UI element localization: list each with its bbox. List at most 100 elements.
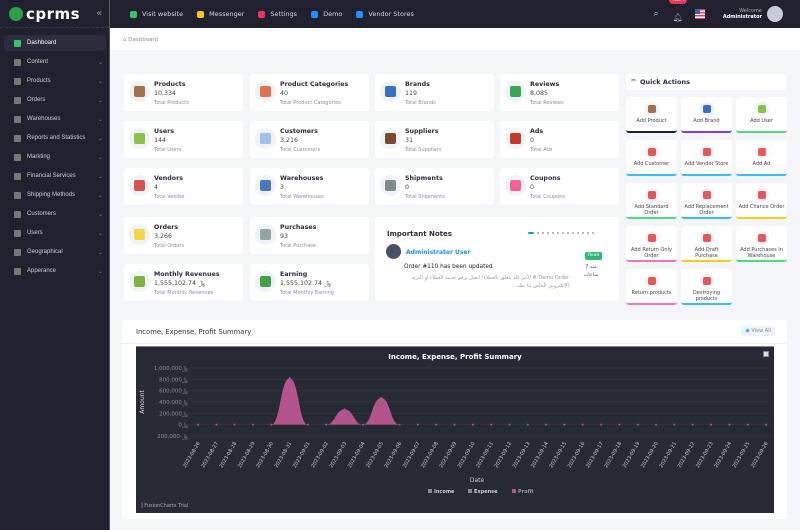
profit-point[interactable] (710, 423, 713, 426)
quick-action-add-ad[interactable]: Add Ad (736, 140, 787, 176)
quick-action-add-return-only-order[interactable]: Add Return Only Order (626, 226, 677, 262)
profit-point[interactable] (380, 397, 383, 400)
stat-card-product-categories[interactable]: Product Categories 40 Total Product Catego… (250, 74, 369, 111)
profit-point[interactable] (361, 423, 364, 426)
stat-subtitle: Total Shipments (405, 194, 445, 200)
stat-card-vendors[interactable]: Vendors 4 Total Vendor (124, 168, 243, 205)
profit-point[interactable] (416, 423, 419, 426)
profit-point[interactable] (581, 423, 584, 426)
profit-point[interactable] (655, 423, 658, 426)
profit-point[interactable] (636, 423, 639, 426)
sidebar-item-content[interactable]: Content ⌄ (4, 54, 106, 70)
note-heading[interactable]: Order #110 has been updated (404, 264, 493, 270)
profit-point[interactable] (233, 423, 236, 426)
stat-card-reviews[interactable]: Reviews 8,085 Total Reviews (500, 74, 619, 111)
sidebar-item-warehouses[interactable]: Warehouses ⌄ (4, 111, 106, 127)
notes-pager[interactable] (528, 232, 594, 234)
profit-point[interactable] (435, 423, 438, 426)
stat-card-shipments[interactable]: Shipments 0 Total Shipments (375, 168, 494, 205)
quick-action-add-brand[interactable]: Add Brand (681, 97, 732, 133)
export-menu-icon[interactable] (763, 351, 769, 357)
quick-action-add-product[interactable]: Add Product (626, 97, 677, 133)
sidebar-item-shipping-methods[interactable]: Shipping Methods ⌄ (4, 187, 106, 203)
x-tick-label: 2023-09-22 (677, 441, 697, 469)
profit-point[interactable] (508, 423, 511, 426)
logo[interactable]: cprms « (0, 0, 109, 28)
profit-point[interactable] (343, 408, 346, 411)
legend-item-profit[interactable]: Profit (518, 489, 534, 495)
profit-point[interactable] (215, 423, 218, 426)
search-icon[interactable]: ⌕ (653, 9, 659, 19)
top-link-messenger[interactable]: Messenger (197, 10, 244, 18)
profit-point[interactable] (251, 423, 254, 426)
stat-subtitle: Total Purchase (280, 243, 316, 249)
collapse-sidebar-icon[interactable]: « (96, 8, 103, 19)
view-all-button[interactable]: ◉ View All (741, 326, 775, 336)
stat-card-ads[interactable]: Ads 0 Total Ads (500, 121, 619, 158)
legend-item-expense[interactable]: Expense (474, 489, 498, 495)
profit-point[interactable] (471, 423, 474, 426)
profit-point[interactable] (691, 423, 694, 426)
profit-point[interactable] (746, 423, 749, 426)
stat-card-suppliers[interactable]: Suppliers 31 Total Suppliers (375, 121, 494, 158)
sidebar-item-geographical[interactable]: Geographical ⌄ (4, 244, 106, 260)
profit-point[interactable] (618, 423, 621, 426)
sidebar-item-reports-and-statistics[interactable]: Reports and Statistics ⌄ (4, 130, 106, 146)
stat-card-products[interactable]: Products 10,334 Total Products (124, 74, 243, 111)
profit-point[interactable] (600, 423, 603, 426)
sidebar-item-financial-services[interactable]: Financial Services ⌄ (4, 168, 106, 184)
profit-point[interactable] (288, 377, 291, 380)
sidebar-item-products[interactable]: Products ⌄ (4, 73, 106, 89)
quick-action-add-user[interactable]: Add User (736, 97, 787, 133)
quick-action-add-replacement-order[interactable]: Add Replacement Order (681, 183, 732, 219)
top-link-vendor-stores[interactable]: Vendor Stores (356, 10, 414, 18)
profit-point[interactable] (490, 423, 493, 426)
quick-action-add-chance-order[interactable]: Add Chance Order (736, 183, 787, 219)
profit-point[interactable] (453, 423, 456, 426)
bell-icon[interactable]: 🔔︎ (672, 12, 683, 22)
top-link-settings[interactable]: Settings (258, 10, 297, 18)
sidebar-item-apperance[interactable]: Apperance ⌄ (4, 263, 106, 279)
quick-action-destroying-products[interactable]: Destroying products (681, 269, 732, 305)
profit-point[interactable] (673, 423, 676, 426)
quick-action-add-draft-purchase[interactable]: Add Draft Purchase (681, 226, 732, 262)
profit-point[interactable] (197, 423, 199, 426)
quick-action-return-products[interactable]: Return products (626, 269, 677, 305)
note-author[interactable]: Administrator User (406, 249, 471, 256)
profit-point[interactable] (526, 423, 529, 426)
stat-card-monthly-revenues[interactable]: Monthly Revenues 1,555,102.74 ﷼ Total Mont… (124, 264, 243, 301)
quick-action-add-vendor-store[interactable]: Add Vendor Store (681, 140, 732, 176)
stat-card-purchases[interactable]: Purchases 93 Total Purchase (250, 217, 369, 254)
stat-card-users[interactable]: Users 144 Total Users (124, 121, 243, 158)
profit-point[interactable] (728, 423, 731, 426)
sidebar-item-orders[interactable]: Orders ⌄ (4, 92, 106, 108)
stat-card-customers[interactable]: Customers 3,216 Total Customers (250, 121, 369, 158)
stat-card-orders[interactable]: Orders 3,266 Total Orders (124, 217, 243, 254)
sidebar-item-markting[interactable]: Markting ⌄ (4, 149, 106, 165)
profit-point[interactable] (545, 423, 548, 426)
avatar[interactable] (767, 6, 783, 22)
sidebar-item-dashboard[interactable]: Dashboard (4, 35, 106, 51)
profit-point[interactable] (325, 423, 328, 426)
breadcrumb-dashboard[interactable]: Dashboard (128, 37, 159, 43)
stat-card-coupons[interactable]: Coupons 0 Total Coupons (500, 168, 619, 205)
quick-action-add-customer[interactable]: Add Customer (626, 140, 677, 176)
stat-card-warehouses[interactable]: Warehouses 3 Total Warehouses (250, 168, 369, 205)
stat-card-earning[interactable]: Earning 1,555,102.74 ﷼ Total Monthly Earni… (250, 264, 369, 301)
home-icon[interactable]: ⌂ (123, 37, 129, 43)
profit-point[interactable] (306, 423, 309, 426)
top-link-visit-website[interactable]: Visit website (130, 10, 183, 18)
top-link-demo[interactable]: Demo (311, 10, 342, 18)
user-name[interactable]: Administrator (722, 14, 762, 20)
quick-action-add-purchases-in-warehouse[interactable]: Add Purchases In Warehouse (736, 226, 787, 262)
stat-card-brands[interactable]: Brands 119 Total Brands (375, 74, 494, 111)
profit-point[interactable] (398, 423, 401, 426)
profit-point[interactable] (563, 423, 566, 426)
profit-point[interactable] (765, 423, 767, 426)
sidebar-item-users[interactable]: Users ⌄ (4, 225, 106, 241)
legend-item-income[interactable]: Income (434, 489, 455, 495)
profit-point[interactable] (270, 423, 273, 426)
us-flag-icon[interactable] (694, 9, 705, 19)
sidebar-item-customers[interactable]: Customers ⌄ (4, 206, 106, 222)
quick-action-add-standard-order[interactable]: Add Standard Order (626, 183, 677, 219)
